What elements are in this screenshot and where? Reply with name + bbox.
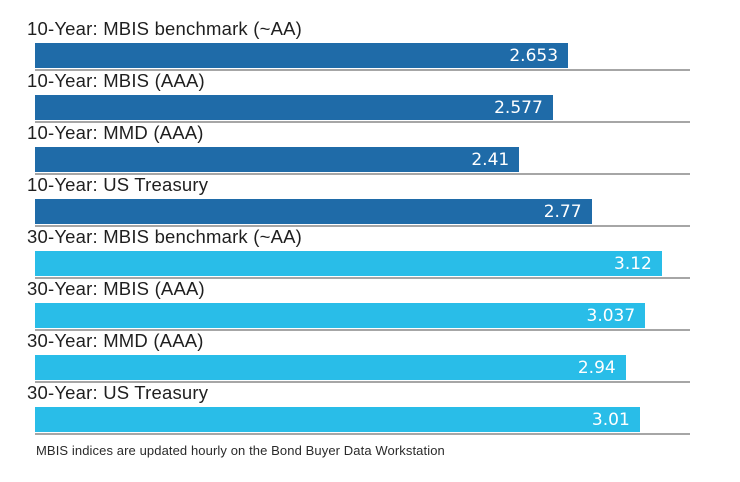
bar-category-label: 30-Year: MMD (AAA) bbox=[27, 330, 204, 351]
bar-category-label: 30-Year: MBIS benchmark (~AA) bbox=[27, 226, 303, 247]
bar-value-label: 2.653 bbox=[509, 45, 559, 66]
bar-10-year: 2.653 bbox=[35, 43, 569, 68]
bar-row: 30-Year: MBIS benchmark (~AA) 3.12 bbox=[27, 227, 740, 279]
bar-row: 30-Year: MMD (AAA) 2.94 bbox=[27, 331, 740, 383]
bar-track: 2.94 bbox=[35, 355, 690, 383]
bar-10-year: 2.577 bbox=[35, 95, 553, 120]
bar-track: 2.577 bbox=[35, 95, 690, 123]
bar-row: 30-Year: US Treasury 3.01 bbox=[27, 383, 740, 435]
bar-row: 10-Year: MBIS (AAA) 2.577 bbox=[27, 71, 740, 123]
bar-30-year: 3.01 bbox=[35, 407, 640, 432]
bar-track: 2.77 bbox=[35, 199, 690, 227]
bar-10-year: 2.77 bbox=[35, 199, 592, 224]
bar-value-label: 2.77 bbox=[543, 201, 582, 222]
bar-value-label: 2.41 bbox=[471, 149, 510, 170]
bar-30-year: 3.12 bbox=[35, 251, 662, 276]
bar-value-label: 3.12 bbox=[614, 253, 652, 274]
bar-track: 3.12 bbox=[35, 251, 690, 279]
bar-underline bbox=[35, 173, 690, 175]
bar-track: 2.41 bbox=[35, 147, 690, 175]
bar-underline bbox=[35, 277, 690, 279]
bar-underline bbox=[35, 329, 690, 331]
bar-underline bbox=[35, 433, 690, 435]
bar-row: 10-Year: MMD (AAA) 2.41 bbox=[27, 123, 740, 175]
bar-value-label: 2.94 bbox=[577, 357, 616, 378]
bar-track: 2.653 bbox=[35, 43, 690, 71]
bar-row: 10-Year: US Treasury 2.77 bbox=[27, 175, 740, 227]
bar-30-year: 2.94 bbox=[35, 355, 626, 380]
bar-underline bbox=[35, 381, 690, 383]
bar-underline bbox=[35, 225, 690, 227]
bar-value-label: 3.037 bbox=[586, 305, 636, 326]
bar-row: 30-Year: MBIS (AAA) 3.037 bbox=[27, 279, 740, 331]
footnote: MBIS indices are updated hourly on the B… bbox=[36, 443, 445, 458]
bar-category-label: 10-Year: MBIS benchmark (~AA) bbox=[27, 18, 303, 39]
bar-category-label: 10-Year: MMD (AAA) bbox=[27, 122, 204, 143]
bar-underline bbox=[35, 69, 690, 71]
bar-value-label: 3.01 bbox=[591, 409, 630, 430]
chart-rows: 10-Year: MBIS benchmark (~AA) 2.653 10-Yea… bbox=[27, 19, 740, 435]
bar-track: 3.037 bbox=[35, 303, 690, 331]
bar-category-label: 10-Year: US Treasury bbox=[27, 174, 209, 195]
bar-category-label: 30-Year: US Treasury bbox=[27, 382, 209, 403]
bar-category-label: 10-Year: MBIS (AAA) bbox=[27, 70, 205, 91]
bar-track: 3.01 bbox=[35, 407, 690, 435]
bar-category-label: 30-Year: MBIS (AAA) bbox=[27, 278, 205, 299]
bar-underline bbox=[35, 121, 690, 123]
bar-30-year: 3.037 bbox=[35, 303, 646, 328]
bar-value-label: 2.577 bbox=[494, 97, 543, 118]
bar-10-year: 2.41 bbox=[35, 147, 520, 172]
bar-row: 10-Year: MBIS benchmark (~AA) 2.653 bbox=[27, 19, 740, 71]
